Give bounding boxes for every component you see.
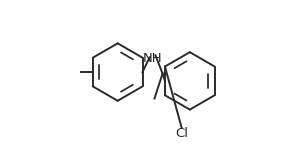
Text: NH: NH (143, 52, 162, 64)
Text: Cl: Cl (175, 127, 188, 140)
